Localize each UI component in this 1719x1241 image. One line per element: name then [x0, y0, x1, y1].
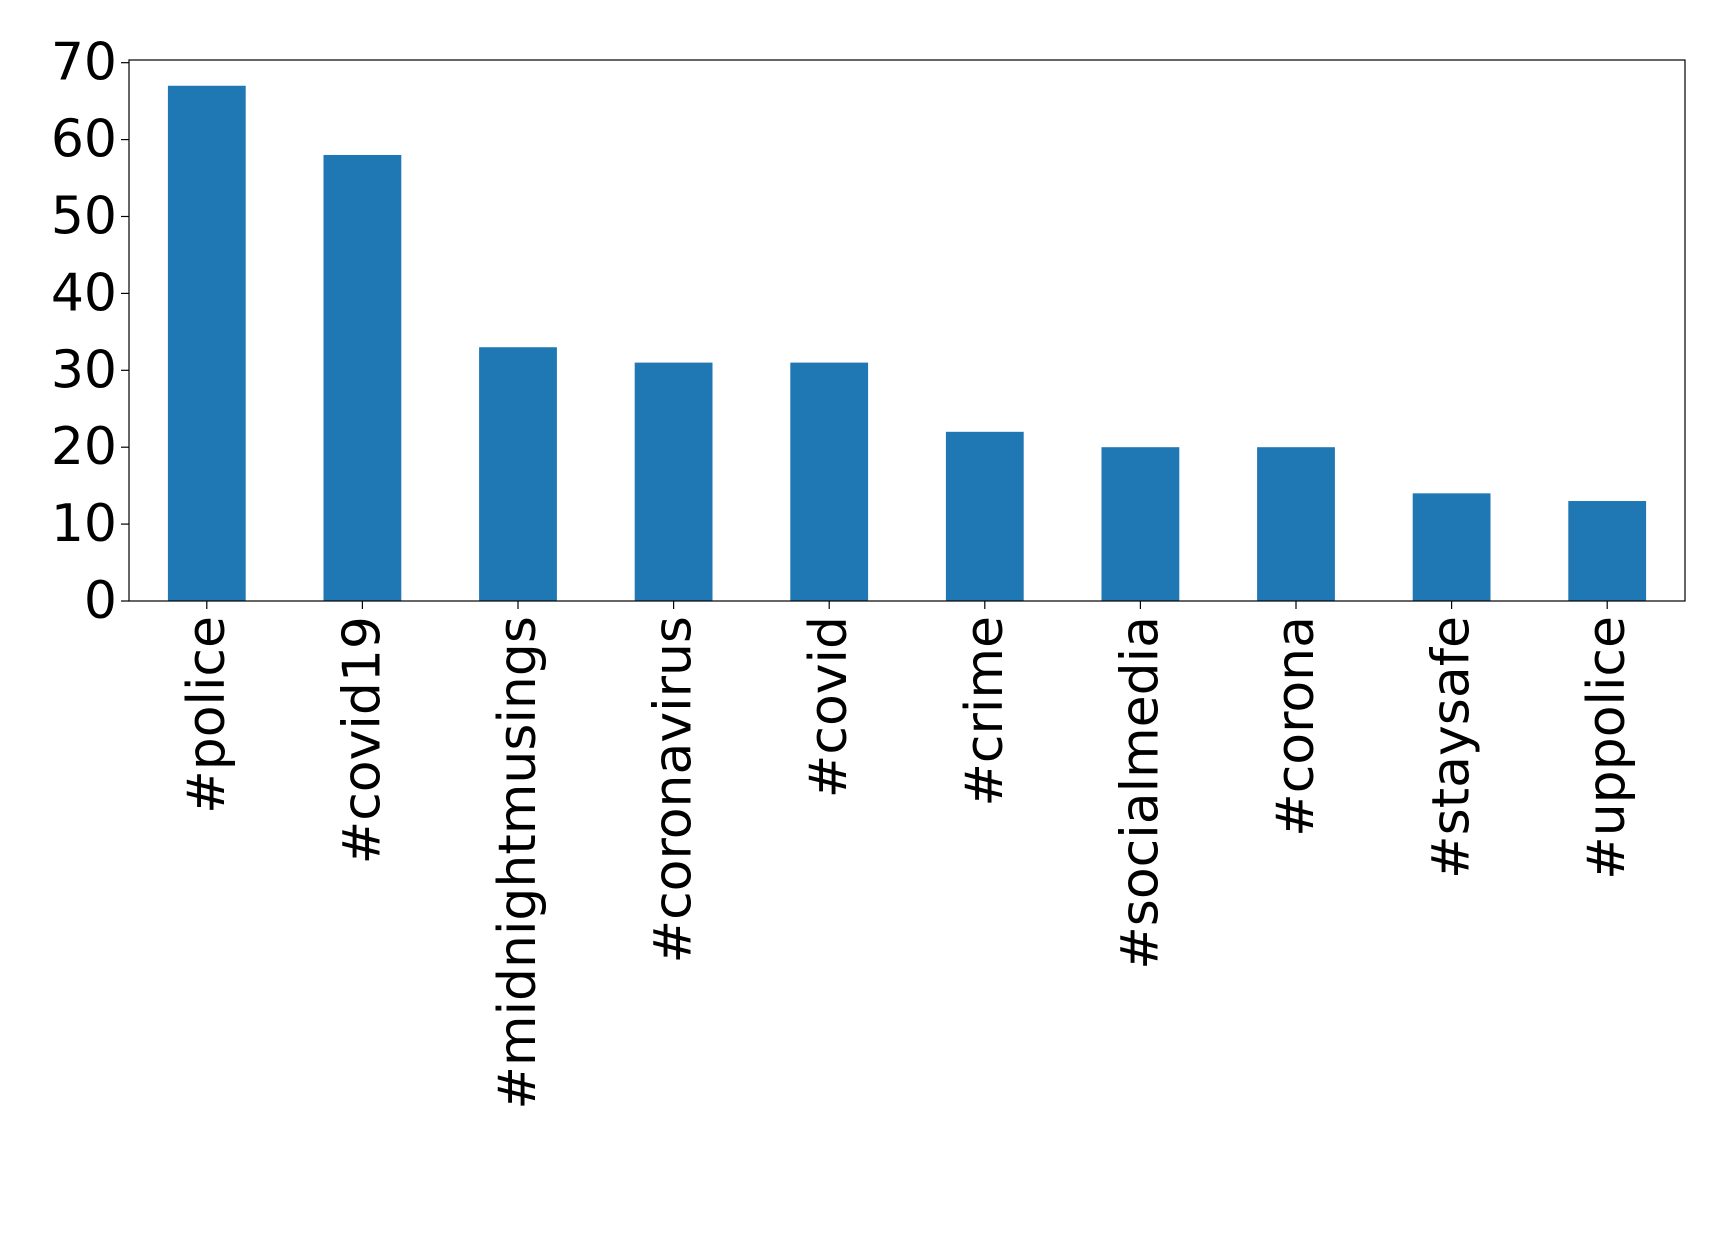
y-tick-label: 30 [51, 340, 117, 400]
x-tick-label: #police [177, 616, 237, 814]
bar [1568, 501, 1647, 601]
bar [945, 431, 1024, 601]
x-tick-label: #crime [955, 616, 1015, 807]
x-tick-label: #corona [1266, 616, 1326, 837]
bar [1101, 447, 1180, 601]
y-tick-label: 10 [51, 494, 117, 554]
x-tick-label: #covid [799, 616, 859, 798]
bar [323, 154, 402, 601]
y-tick-label: 20 [51, 417, 117, 477]
y-tick-label: 0 [84, 571, 117, 631]
y-tick-label: 40 [51, 263, 117, 323]
bar [634, 362, 713, 601]
bar [1412, 493, 1491, 601]
plot-frame [128, 59, 1686, 602]
y-tick-label: 60 [51, 110, 117, 170]
bar [479, 347, 557, 601]
bar [790, 362, 869, 601]
y-tick-label: 50 [51, 186, 117, 246]
x-tick-label: #staysafe [1422, 616, 1482, 879]
x-tick-label: #covid19 [332, 616, 392, 864]
y-tick-label: 70 [51, 33, 117, 93]
bar [167, 85, 246, 601]
x-tick-label: #uppolice [1577, 616, 1637, 880]
x-tick-label: #coronavirus [644, 616, 704, 964]
x-tick-label: #midnightmusings [488, 616, 548, 1110]
x-tick-label: #socialmedia [1110, 616, 1170, 970]
bar [1257, 447, 1335, 601]
